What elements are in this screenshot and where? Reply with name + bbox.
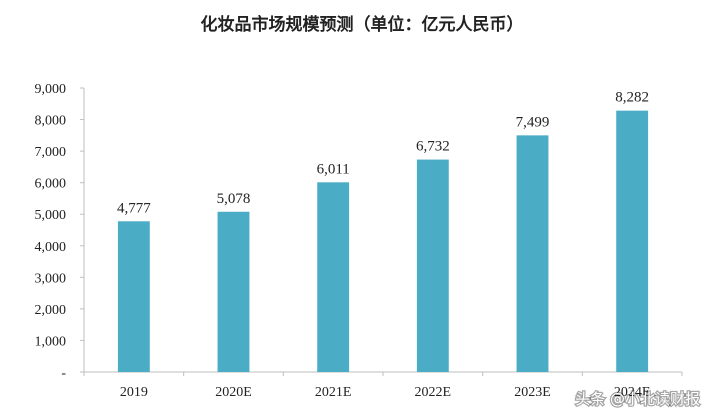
- y-tick-label: 2,000: [35, 303, 67, 318]
- data-labels: 4,777 5,078 6,011 6,732 7,499 8,282: [117, 90, 649, 217]
- y-tick-label: -: [61, 366, 66, 381]
- x-tick-label: 2023E: [514, 385, 551, 400]
- y-tick-label: 7,000: [35, 145, 67, 160]
- data-label-2019: 4,777: [117, 200, 151, 216]
- y-tick-label: 1,000: [35, 334, 67, 349]
- bar-2019: [117, 221, 150, 372]
- x-tick-label: 2020E: [215, 385, 252, 400]
- data-label-2021E: 6,011: [317, 161, 350, 177]
- plot-area: - 1,000 2,000 3,000 4,000 5,000 6,000 7,000 8,00…: [35, 82, 683, 400]
- bar-2024E: [616, 110, 649, 372]
- data-label-2022E: 6,732: [416, 139, 450, 155]
- x-axis: 2019 2020E 2021E 2022E 2023E 2024E: [83, 372, 683, 400]
- y-axis: - 1,000 2,000 3,000 4,000 5,000 6,000 7,000 8,00…: [35, 82, 84, 381]
- watermark-text: 头条 @小北读财报: [575, 390, 700, 408]
- x-tick-label: 2021E: [315, 385, 352, 400]
- x-tick-label: 2022E: [415, 385, 452, 400]
- y-tick-label: 3,000: [35, 271, 67, 286]
- x-tick-label: 2019: [120, 385, 148, 400]
- bar-2020E: [217, 211, 250, 372]
- watermark: 头条 @小北读财报: [574, 389, 701, 410]
- data-label-2024E: 8,282: [615, 90, 649, 106]
- y-tick-label: 6,000: [35, 177, 67, 192]
- data-label-2020E: 5,078: [217, 191, 251, 207]
- chart-title: 化妆品市场规模预测（单位：亿元人民币）: [201, 14, 524, 35]
- y-tick-label: 5,000: [35, 208, 67, 223]
- y-tick-label: 4,000: [35, 240, 67, 255]
- bar-2021E: [317, 182, 350, 372]
- y-tick-label: 8,000: [35, 114, 67, 129]
- bar-2023E: [516, 135, 549, 372]
- bar-series: [117, 110, 649, 372]
- data-label-2023E: 7,499: [516, 114, 550, 130]
- bar-2022E: [416, 159, 449, 372]
- x-tick-label: 2024E: [614, 385, 651, 400]
- y-tick-label: 9,000: [35, 82, 67, 97]
